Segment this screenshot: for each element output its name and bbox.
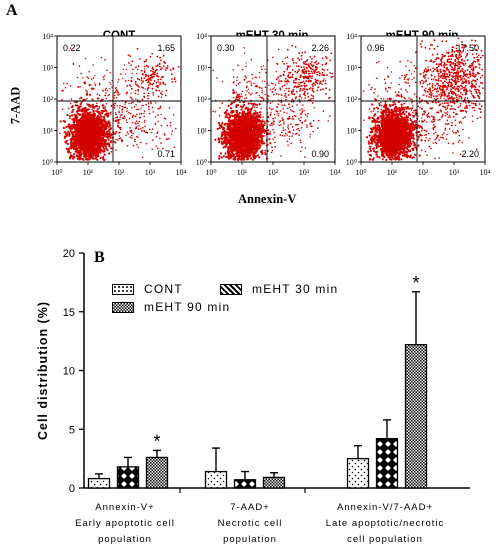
- significance-marker: *: [153, 431, 160, 451]
- flow-y-tick-label: 10²: [197, 95, 208, 104]
- group-label-late-line3: cell population: [347, 534, 423, 545]
- quadrant-ur-value: 1.65: [157, 43, 175, 53]
- quadrant-ur-value: 2.26: [311, 43, 329, 53]
- flow-x-axis-label: Annexin-V: [238, 192, 297, 206]
- flow-x-tick-label: 10³: [299, 168, 310, 177]
- flow-dots: [212, 44, 334, 162]
- quadrant-lr-value: 0.90: [311, 149, 329, 159]
- bar: [346, 457, 370, 489]
- legend-swatch-30min: [220, 283, 242, 295]
- flow-x-tick-label: 10²: [268, 168, 279, 177]
- flow-y-tick-label: 10⁴: [42, 32, 53, 41]
- panel-b-letter: B: [94, 249, 105, 266]
- quadrant-ul-value: 0.96: [367, 43, 385, 53]
- group-label-late: Annexin-V/7-AAD+ Late apoptotic/necrotic…: [305, 500, 465, 548]
- flow-dots: [59, 47, 180, 161]
- flow-y-tick-label: 10⁰: [196, 158, 207, 167]
- flow-y-tick-label: 10⁰: [42, 158, 53, 167]
- y-tick-label: 15: [63, 307, 75, 319]
- group-label-early-line1: Annexin-V+: [95, 502, 155, 513]
- flow-x-tick-label: 10²: [114, 168, 125, 177]
- flow-x-tick-label: 10³: [145, 168, 156, 177]
- group-label-early: Annexin-V+ Early apoptotic cell populati…: [55, 500, 195, 548]
- bar: [404, 343, 428, 489]
- y-tick-label: 10: [63, 366, 75, 378]
- y-tick-label: 5: [69, 424, 75, 436]
- flow-dots: [362, 37, 484, 161]
- group-label-late-line1: Annexin-V/7-AAD+: [337, 502, 433, 513]
- group-label-necrotic-line3: population: [223, 534, 277, 545]
- flow-x-tick-label: 10⁰: [205, 168, 216, 177]
- bar: [145, 456, 169, 489]
- bar: [204, 470, 228, 489]
- legend-label-90min: mEHT 90 min: [144, 300, 231, 314]
- legend-item-cont: CONT: [112, 282, 183, 296]
- flow-x-tick-label: 10⁰: [355, 168, 366, 177]
- flow-x-tick-label: 10¹: [237, 168, 248, 177]
- quadrant-ur-value: 17.50: [456, 43, 479, 53]
- flow-y-tick-label: 10³: [43, 64, 54, 73]
- flow-x-tick-label: 10²: [418, 168, 429, 177]
- flow-x-tick-label: 10¹: [387, 168, 398, 177]
- flow-y-tick-label: 10³: [347, 64, 358, 73]
- group-label-necrotic-line2: Necrotic cell: [217, 518, 283, 529]
- legend-swatch-90min: [112, 301, 134, 313]
- legend-item-30min: mEHT 30 min: [220, 282, 338, 296]
- quadrant-lr-value: 0.71: [157, 149, 175, 159]
- y-tick-label: 0: [69, 483, 75, 495]
- flow-x-tick-label: 10¹: [83, 168, 94, 177]
- legend-swatch-cont: [112, 283, 134, 295]
- flow-y-tick-label: 10¹: [43, 127, 54, 136]
- bar: [116, 466, 140, 489]
- quadrant-lr-value: 2.20: [461, 149, 479, 159]
- group-label-necrotic-line1: 7-AAD+: [230, 502, 270, 513]
- bar: [87, 477, 111, 489]
- flow-y-tick-label: 10²: [347, 95, 358, 104]
- flow-x-tick-label: 10⁴: [176, 168, 187, 177]
- bar: [233, 479, 257, 489]
- bar: [375, 437, 399, 489]
- flow-x-tick-label: 10⁴: [480, 168, 491, 177]
- flow-y-tick-label: 10⁰: [346, 158, 357, 167]
- y-axis-label: Cell distribution (%): [36, 301, 50, 440]
- bars: **: [87, 273, 428, 489]
- quadrant-ul-value: 0.30: [217, 43, 235, 53]
- y-tick-label: 20: [63, 248, 75, 260]
- panel-a-letter: A: [6, 2, 18, 19]
- flow-y-tick-label: 10²: [43, 95, 54, 104]
- group-label-late-line2: Late apoptotic/necrotic: [325, 518, 445, 529]
- bar: [262, 476, 286, 489]
- flow-y-tick-label: 10⁴: [196, 32, 207, 41]
- group-label-necrotic: 7-AAD+ Necrotic cell population: [190, 500, 310, 548]
- legend-label-30min: mEHT 30 min: [252, 282, 339, 296]
- flow-cytometry-plots: 0.22 1.650.7110⁰10⁰10¹10¹10²10²10³10³10⁴1…: [42, 32, 491, 177]
- significance-marker: *: [412, 273, 419, 293]
- group-label-early-line2: Early apoptotic cell: [75, 518, 175, 529]
- flow-y-tick-label: 10¹: [347, 127, 358, 136]
- group-label-early-line3: population: [98, 534, 152, 545]
- flow-y-tick-label: 10¹: [197, 127, 208, 136]
- flow-x-tick-label: 10⁴: [330, 168, 341, 177]
- flow-y-tick-label: 10³: [197, 64, 208, 73]
- legend-label-cont: CONT: [144, 282, 183, 296]
- quadrant-ul-value: 0.22: [63, 43, 81, 53]
- flow-x-tick-label: 10⁰: [51, 168, 62, 177]
- flow-x-tick-label: 10³: [449, 168, 460, 177]
- flow-y-tick-label: 10⁴: [346, 32, 357, 41]
- legend-item-90min: mEHT 90 min: [112, 300, 230, 314]
